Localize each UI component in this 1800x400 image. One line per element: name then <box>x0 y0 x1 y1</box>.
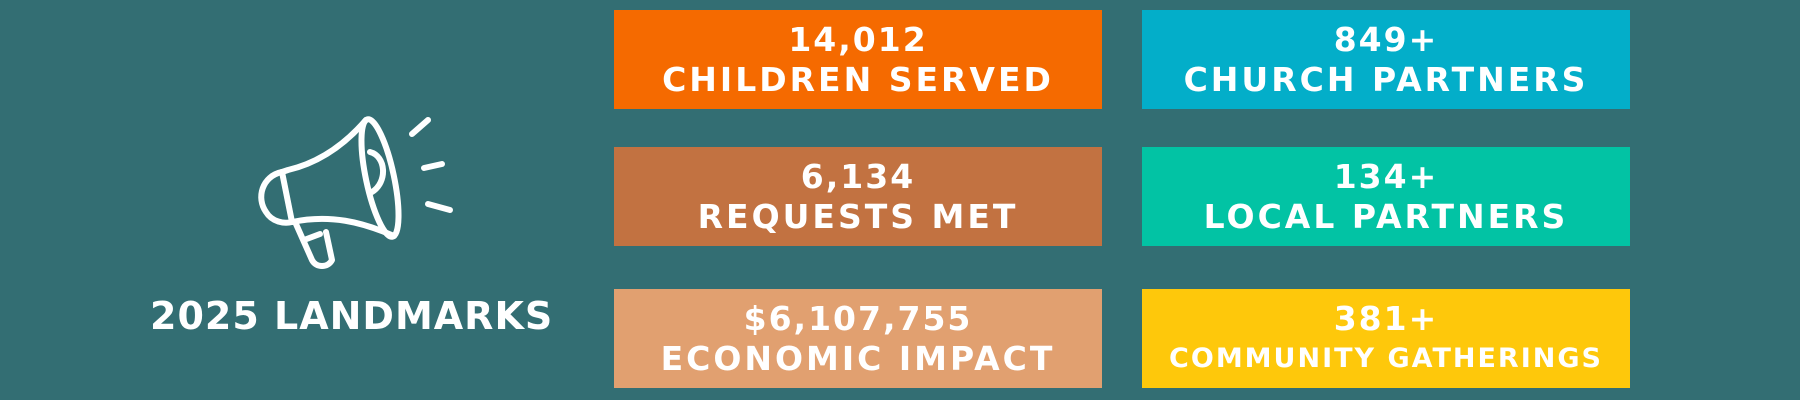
stat-church-partners: 849+ CHURCH PARTNERS <box>1142 10 1630 109</box>
stat-requests-met: 6,134 REQUESTS MET <box>614 147 1102 246</box>
landmarks-title: 2025 LANDMARKS <box>150 294 554 338</box>
stat-value: 849+ <box>1333 19 1439 59</box>
stat-value: 6,134 <box>800 156 916 196</box>
stat-local-partners: 134+ LOCAL PARTNERS <box>1142 147 1630 246</box>
stat-label: CHILDREN SERVED <box>662 59 1054 99</box>
stat-label: ECONOMIC IMPACT <box>660 338 1056 378</box>
stat-children-served: 14,012 CHILDREN SERVED <box>614 10 1102 109</box>
stat-value: 381+ <box>1333 298 1439 338</box>
stat-label: CHURCH PARTNERS <box>1183 59 1589 99</box>
stat-value: 14,012 <box>788 19 928 59</box>
stat-label: REQUESTS MET <box>697 196 1019 236</box>
stat-label: COMMUNITY GATHERINGS <box>1169 342 1603 374</box>
stat-community-gatherings: 381+ COMMUNITY GATHERINGS <box>1142 289 1630 388</box>
megaphone-icon <box>258 116 453 269</box>
stat-value: 134+ <box>1333 156 1439 196</box>
stat-label: LOCAL PARTNERS <box>1203 196 1569 236</box>
stat-value: $6,107,755 <box>743 298 973 338</box>
stat-economic-impact: $6,107,755 ECONOMIC IMPACT <box>614 289 1102 388</box>
landmarks-panel: 2025 LANDMARKS <box>0 0 600 400</box>
